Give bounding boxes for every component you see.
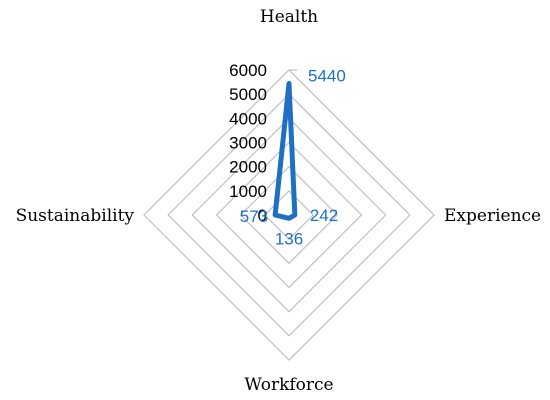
category-label-experience: Experience xyxy=(444,206,541,226)
data-label-workforce: 136 xyxy=(275,229,303,248)
data-point-sustainability xyxy=(273,213,278,217)
category-label-workforce: Workforce xyxy=(244,375,333,395)
tick-label-1000: 1000 xyxy=(229,182,267,201)
grid-ring-1000 xyxy=(263,189,315,241)
data-labels: 5440 242 136 573 xyxy=(240,67,346,249)
data-point-health xyxy=(287,81,291,86)
grid-ring-6000 xyxy=(143,69,435,361)
grid-ring-4000 xyxy=(191,117,387,313)
tick-label-3000: 3000 xyxy=(229,134,267,153)
chart-grid xyxy=(143,69,435,361)
category-labels: Health Experience Workforce Sustainabili… xyxy=(16,7,542,395)
data-point-workforce xyxy=(287,216,291,221)
grid-ring-2000 xyxy=(239,165,339,265)
tick-label-4000: 4000 xyxy=(229,109,267,128)
data-label-sustainability: 573 xyxy=(240,207,268,226)
category-label-sustainability: Sustainability xyxy=(16,206,135,226)
series-group xyxy=(272,81,298,221)
tick-label-0: 0 xyxy=(258,206,267,225)
tick-label-6000: 6000 xyxy=(229,61,267,80)
data-point-experience xyxy=(292,213,297,217)
data-label-health: 5440 xyxy=(308,67,346,86)
grid-ring-3000 xyxy=(215,141,363,289)
tick-label-2000: 2000 xyxy=(229,158,267,177)
category-label-health: Health xyxy=(260,7,318,27)
data-label-experience: 242 xyxy=(310,206,338,225)
tick-label-5000: 5000 xyxy=(229,85,267,104)
grid-ring-5000 xyxy=(167,93,411,337)
tick-labels: 0 1000 2000 3000 4000 5000 6000 xyxy=(229,61,267,225)
series-line-0 xyxy=(272,81,298,221)
